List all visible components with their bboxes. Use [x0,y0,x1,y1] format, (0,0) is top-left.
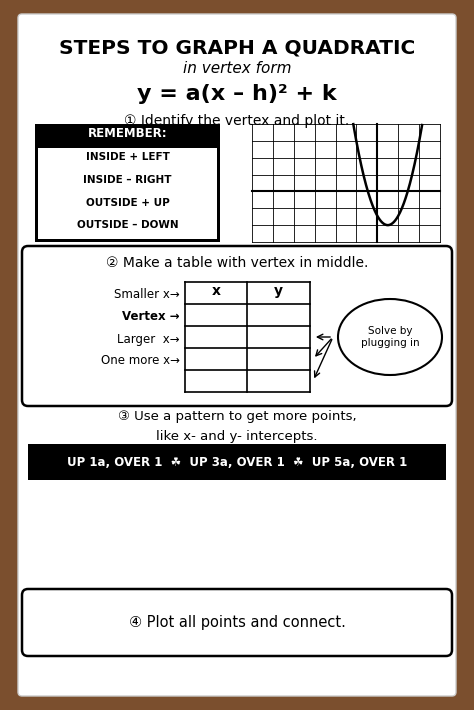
FancyBboxPatch shape [18,14,456,696]
Text: Vertex →: Vertex → [122,310,180,324]
FancyBboxPatch shape [22,589,452,656]
Ellipse shape [338,299,442,375]
Text: Larger  x→: Larger x→ [118,332,180,346]
Text: ① Identify the vertex and plot it.: ① Identify the vertex and plot it. [124,114,350,128]
FancyBboxPatch shape [38,148,217,239]
Text: Solve by
plugging in: Solve by plugging in [361,326,419,348]
Text: ② Make a table with vertex in middle.: ② Make a table with vertex in middle. [106,256,368,270]
FancyBboxPatch shape [28,444,446,480]
Text: INSIDE + LEFT: INSIDE + LEFT [86,152,169,162]
Text: INSIDE – RIGHT: INSIDE – RIGHT [83,175,172,185]
Text: OUTSIDE + UP: OUTSIDE + UP [86,197,169,207]
Text: ③ Use a pattern to get more points,: ③ Use a pattern to get more points, [118,410,356,423]
Text: OUTSIDE – DOWN: OUTSIDE – DOWN [77,220,178,230]
FancyBboxPatch shape [35,124,220,242]
Text: ④ Plot all points and connect.: ④ Plot all points and connect. [128,615,346,630]
Text: Smaller x→: Smaller x→ [114,288,180,302]
Text: in vertex form: in vertex form [183,61,291,76]
Text: One more x→: One more x→ [101,354,180,368]
Text: like x- and y- intercepts.: like x- and y- intercepts. [156,430,318,443]
Text: UP 1a, OVER 1  ☘  UP 3a, OVER 1  ☘  UP 5a, OVER 1: UP 1a, OVER 1 ☘ UP 3a, OVER 1 ☘ UP 5a, O… [67,456,407,469]
Text: STEPS TO GRAPH A QUADRATIC: STEPS TO GRAPH A QUADRATIC [59,38,415,57]
Text: REMEMBER:: REMEMBER: [88,127,167,140]
Text: y: y [274,284,283,298]
FancyBboxPatch shape [22,246,452,406]
Text: x: x [212,284,221,298]
Text: y = a(x – h)² + k: y = a(x – h)² + k [137,84,337,104]
